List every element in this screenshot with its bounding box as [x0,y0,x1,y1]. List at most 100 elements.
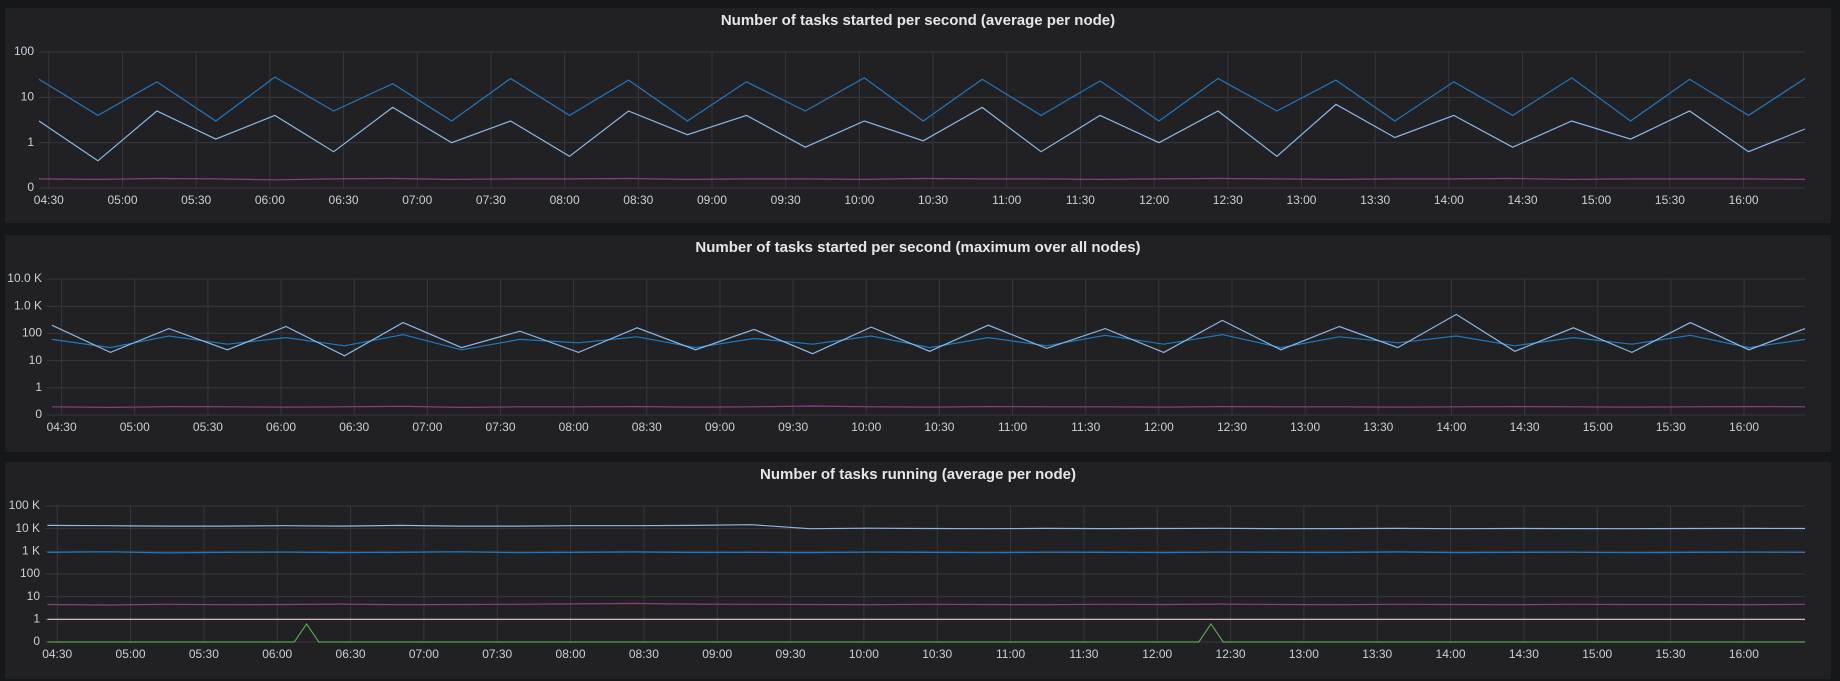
x-tick-label: 06:30 [329,193,359,207]
x-tick-label: 11:30 [1066,193,1095,207]
x-tick-label: 11:00 [992,193,1021,207]
y-tick-label: 10 [27,589,41,603]
y-tick-label: 100 K [9,498,40,512]
x-tick-label: 07:30 [486,420,516,434]
x-tick-label: 15:30 [1655,193,1685,207]
y-tick-label: 0 [35,407,42,421]
x-tick-label: 05:00 [116,647,146,661]
series-line [38,76,1806,122]
x-tick-label: 05:00 [120,420,150,434]
x-tick-label: 09:00 [702,647,732,661]
x-tick-label: 10:00 [851,420,881,434]
y-tick-label: 1 K [22,544,40,558]
x-tick-label: 14:30 [1510,420,1540,434]
x-tick-label: 08:00 [550,193,580,207]
x-tick-label: 07:30 [476,193,506,207]
x-tick-label: 08:30 [632,420,662,434]
x-tick-label: 09:30 [778,420,808,434]
x-tick-label: 13:30 [1362,647,1392,661]
x-tick-label: 07:00 [409,647,439,661]
x-tick-label: 14:00 [1434,193,1464,207]
y-tick-label: 100 [20,566,40,580]
x-tick-label: 10:30 [918,193,948,207]
series-line [47,551,1806,554]
x-tick-label: 12:00 [1139,193,1169,207]
y-tick-label: 1 [35,380,42,394]
x-tick-label: 16:00 [1729,647,1759,661]
series-line [38,103,1806,162]
series-line [38,177,1806,181]
x-tick-label: 06:30 [339,420,369,434]
x-tick-label: 12:00 [1142,647,1172,661]
x-tick-label: 10:30 [922,647,952,661]
y-tick-label: 0 [33,634,40,648]
x-tick-label: 16:00 [1729,193,1759,207]
x-tick-label: 10:00 [844,193,874,207]
x-tick-label: 06:30 [336,647,366,661]
x-tick-label: 13:30 [1360,193,1390,207]
x-tick-label: 08:00 [559,420,589,434]
y-tick-label: 1.0 K [14,298,42,312]
x-tick-label: 14:00 [1436,420,1466,434]
x-tick-label: 14:00 [1436,647,1466,661]
chart-title: Number of tasks started per second (aver… [721,12,1115,29]
x-tick-label: 15:00 [1581,193,1611,207]
series-line [51,333,1806,351]
series-line [47,524,1806,530]
x-tick-label: 11:30 [1071,420,1100,434]
x-tick-label: 09:30 [771,193,801,207]
x-tick-label: 04:30 [34,193,64,207]
panel [5,462,1831,679]
x-tick-label: 10:30 [924,420,954,434]
x-tick-label: 14:30 [1509,647,1539,661]
x-tick-label: 09:00 [697,193,727,207]
series-line [51,313,1806,357]
x-tick-label: 11:00 [998,420,1027,434]
x-tick-label: 12:00 [1144,420,1174,434]
series-line [47,602,1806,606]
panel [5,235,1831,452]
x-tick-label: 06:00 [255,193,285,207]
y-tick-label: 1 [33,612,40,626]
x-tick-label: 15:30 [1656,647,1686,661]
x-tick-label: 09:00 [705,420,735,434]
x-tick-label: 11:30 [1069,647,1098,661]
x-tick-label: 07:00 [402,193,432,207]
x-tick-label: 09:30 [776,647,806,661]
x-tick-label: 14:30 [1508,193,1538,207]
x-tick-label: 04:30 [42,647,72,661]
x-tick-label: 07:00 [412,420,442,434]
y-tick-label: 10.0 K [7,271,42,285]
x-tick-label: 08:30 [629,647,659,661]
x-tick-label: 15:00 [1583,420,1613,434]
x-tick-label: 12:30 [1217,420,1247,434]
x-tick-label: 07:30 [482,647,512,661]
y-tick-label: 10 [29,353,43,367]
y-tick-label: 10 [21,90,35,104]
x-tick-label: 11:00 [996,647,1025,661]
x-tick-label: 15:00 [1582,647,1612,661]
x-tick-label: 15:30 [1656,420,1686,434]
x-tick-label: 04:30 [47,420,77,434]
x-tick-label: 13:00 [1289,647,1319,661]
y-tick-label: 1 [27,135,34,149]
x-tick-label: 10:00 [849,647,879,661]
x-tick-label: 16:00 [1729,420,1759,434]
y-tick-label: 0 [27,180,34,194]
x-tick-label: 08:30 [623,193,653,207]
y-tick-label: 100 [22,326,42,340]
x-tick-label: 13:00 [1290,420,1320,434]
x-tick-label: 06:00 [266,420,296,434]
y-tick-label: 100 [14,44,34,58]
x-tick-label: 05:30 [193,420,223,434]
panel [5,8,1831,223]
x-tick-label: 05:00 [107,193,137,207]
x-tick-label: 05:30 [181,193,211,207]
chart-title: Number of tasks running (average per nod… [760,466,1076,483]
x-tick-label: 13:00 [1286,193,1316,207]
x-tick-label: 12:30 [1213,193,1243,207]
x-tick-label: 05:30 [189,647,219,661]
series-line [51,405,1806,409]
y-tick-label: 10 K [15,521,40,535]
